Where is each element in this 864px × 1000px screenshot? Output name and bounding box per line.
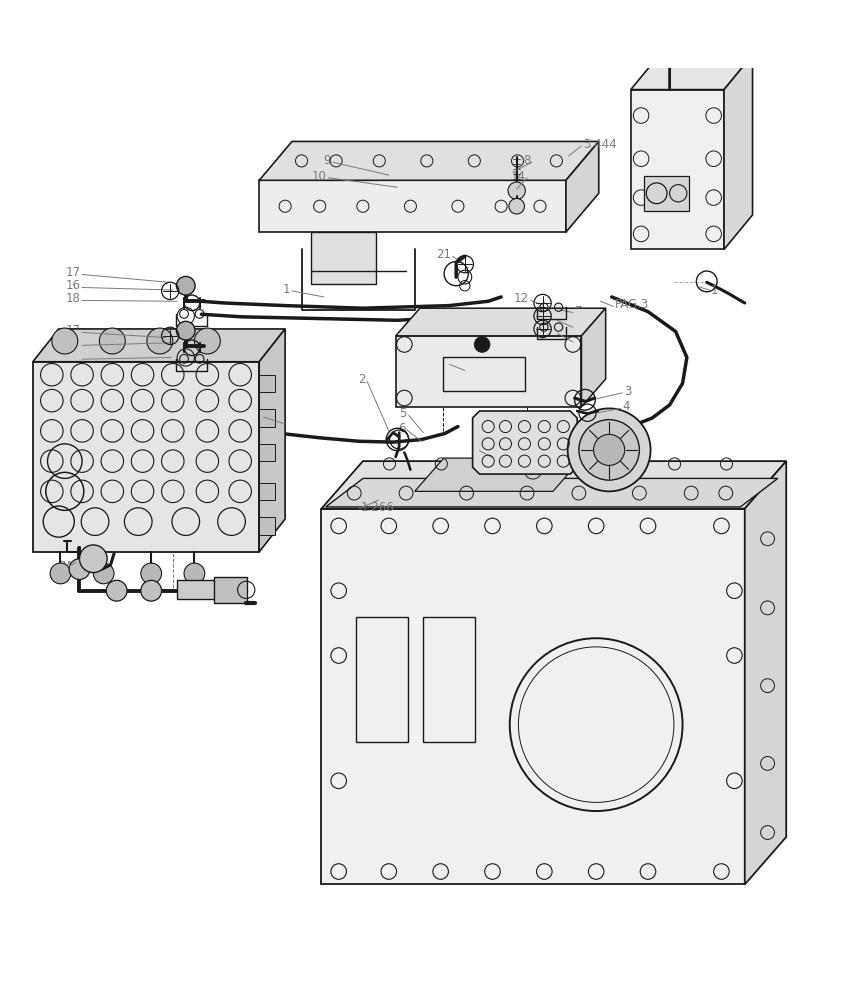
Circle shape xyxy=(509,198,524,214)
Bar xyxy=(259,409,275,427)
Text: 18: 18 xyxy=(66,292,80,305)
Circle shape xyxy=(141,580,162,601)
Polygon shape xyxy=(396,336,581,407)
Polygon shape xyxy=(631,90,724,249)
Text: 8: 8 xyxy=(523,154,530,167)
Polygon shape xyxy=(326,478,778,507)
Circle shape xyxy=(594,434,625,465)
Text: 1: 1 xyxy=(283,283,290,296)
Text: 1: 1 xyxy=(711,284,719,297)
Text: 17: 17 xyxy=(66,324,80,337)
Circle shape xyxy=(106,580,127,601)
Circle shape xyxy=(176,276,195,295)
Circle shape xyxy=(141,563,162,584)
Polygon shape xyxy=(396,308,606,336)
Bar xyxy=(443,357,525,391)
Circle shape xyxy=(147,328,173,354)
Polygon shape xyxy=(321,509,745,884)
Circle shape xyxy=(69,559,90,579)
Text: 7: 7 xyxy=(575,335,582,348)
Text: 16: 16 xyxy=(66,279,80,292)
Polygon shape xyxy=(311,232,376,284)
Polygon shape xyxy=(33,329,285,362)
Circle shape xyxy=(508,182,525,199)
Text: 10: 10 xyxy=(312,170,327,183)
Text: 12: 12 xyxy=(514,292,529,305)
Circle shape xyxy=(79,545,107,573)
Text: 11: 11 xyxy=(433,356,448,369)
Polygon shape xyxy=(724,55,753,249)
Polygon shape xyxy=(566,141,599,232)
Circle shape xyxy=(184,563,205,584)
Bar xyxy=(259,444,275,461)
Polygon shape xyxy=(745,461,786,884)
Text: 9.437: 9.437 xyxy=(228,409,262,422)
Circle shape xyxy=(194,328,220,354)
Polygon shape xyxy=(259,180,566,232)
Text: 13: 13 xyxy=(575,320,589,333)
Text: 1.266: 1.266 xyxy=(361,501,395,514)
Bar xyxy=(644,176,689,211)
Polygon shape xyxy=(33,362,259,552)
Bar xyxy=(356,617,408,742)
Circle shape xyxy=(50,563,71,584)
Polygon shape xyxy=(415,458,582,491)
Circle shape xyxy=(99,328,125,354)
Text: 3: 3 xyxy=(624,385,632,398)
Circle shape xyxy=(93,563,114,584)
Text: 18: 18 xyxy=(66,351,80,364)
Text: 3.140: 3.140 xyxy=(494,450,528,463)
Text: 16: 16 xyxy=(66,337,80,350)
Polygon shape xyxy=(581,308,606,407)
Bar xyxy=(259,517,275,535)
Text: 3.444: 3.444 xyxy=(583,138,617,151)
Text: 9: 9 xyxy=(323,154,331,167)
Bar xyxy=(214,577,247,603)
Bar xyxy=(259,375,275,392)
Text: 2: 2 xyxy=(358,373,365,386)
Text: 5: 5 xyxy=(399,407,407,420)
Circle shape xyxy=(52,328,78,354)
Polygon shape xyxy=(321,461,786,509)
Polygon shape xyxy=(259,329,285,552)
Text: PAG. 4: PAG. 4 xyxy=(59,560,97,573)
Text: 4: 4 xyxy=(622,400,630,413)
Circle shape xyxy=(579,420,639,480)
Text: PAG.3: PAG.3 xyxy=(615,298,650,311)
Polygon shape xyxy=(259,141,599,180)
Text: 6: 6 xyxy=(397,422,405,435)
Circle shape xyxy=(568,408,651,491)
Text: 17: 17 xyxy=(66,266,80,279)
Bar xyxy=(177,580,219,599)
Polygon shape xyxy=(631,55,753,90)
Text: 21: 21 xyxy=(436,248,451,261)
Bar xyxy=(259,483,275,500)
Polygon shape xyxy=(473,411,577,474)
Text: 14: 14 xyxy=(511,170,525,183)
Circle shape xyxy=(474,337,490,352)
Text: 7: 7 xyxy=(575,305,582,318)
Bar xyxy=(423,617,475,742)
Circle shape xyxy=(176,321,195,340)
